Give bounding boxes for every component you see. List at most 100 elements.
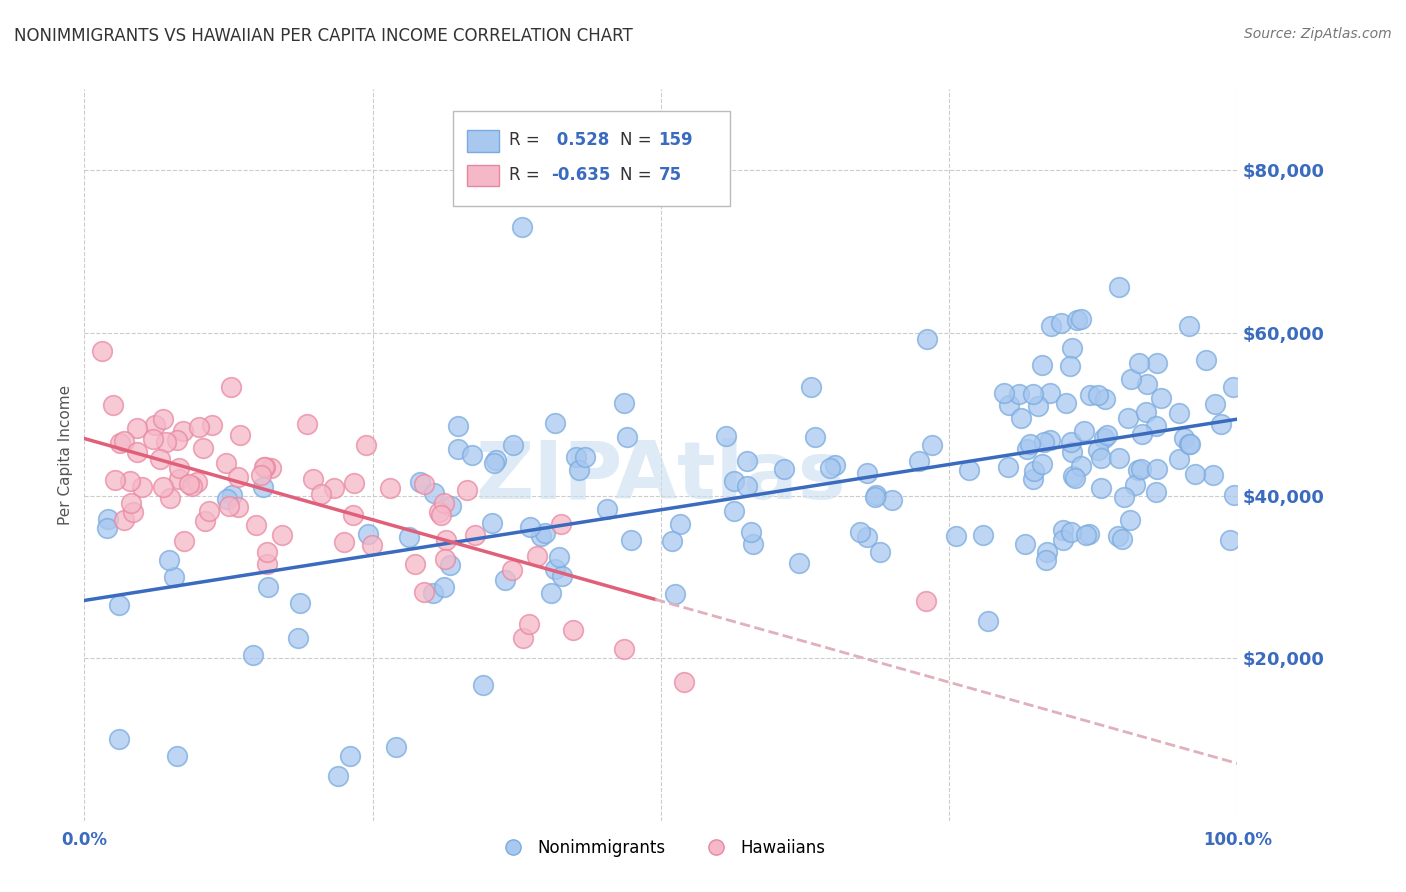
Point xyxy=(166,748,188,763)
Point xyxy=(412,476,434,491)
Point xyxy=(1080,388,1102,402)
Point xyxy=(172,424,194,438)
Point xyxy=(1054,396,1077,410)
Point xyxy=(1167,451,1189,466)
Point xyxy=(1060,434,1083,449)
Point xyxy=(1026,400,1049,414)
Point xyxy=(398,530,420,544)
Point xyxy=(1150,391,1173,405)
Point xyxy=(354,437,377,451)
FancyBboxPatch shape xyxy=(453,112,730,206)
Point xyxy=(339,748,361,763)
Point xyxy=(131,479,153,493)
Point xyxy=(1130,427,1153,442)
Point xyxy=(253,460,276,475)
Point xyxy=(551,569,574,583)
Point xyxy=(1024,464,1046,478)
FancyBboxPatch shape xyxy=(467,130,499,153)
Point xyxy=(915,594,938,608)
Point xyxy=(1219,533,1241,548)
Point xyxy=(1050,316,1073,330)
Point xyxy=(380,481,402,495)
Point xyxy=(215,491,238,506)
Point xyxy=(773,461,796,475)
Point xyxy=(326,769,349,783)
Point xyxy=(596,502,619,516)
Point xyxy=(1204,397,1226,411)
Point xyxy=(976,614,998,628)
Point xyxy=(201,417,224,432)
Point xyxy=(384,740,406,755)
Point xyxy=(96,512,118,526)
Point xyxy=(302,472,325,486)
Point xyxy=(1070,312,1092,326)
Point xyxy=(167,472,190,486)
Point xyxy=(1052,523,1074,537)
Point xyxy=(799,380,821,394)
Point xyxy=(544,416,567,430)
Point xyxy=(856,466,879,480)
Point xyxy=(108,598,131,612)
Point xyxy=(517,617,540,632)
Point xyxy=(1062,445,1084,459)
Point xyxy=(544,562,567,576)
Point xyxy=(413,585,436,599)
Point xyxy=(245,517,267,532)
Point xyxy=(481,516,503,530)
Point xyxy=(357,527,380,541)
Point xyxy=(1222,380,1244,394)
Point xyxy=(1135,405,1157,419)
Point xyxy=(101,398,124,412)
Point xyxy=(148,452,170,467)
Point xyxy=(257,580,280,594)
Point xyxy=(787,557,810,571)
Point xyxy=(921,438,943,452)
Point xyxy=(252,480,274,494)
FancyBboxPatch shape xyxy=(467,164,499,186)
Point xyxy=(501,563,523,577)
Point xyxy=(167,460,190,475)
Point xyxy=(1064,471,1087,485)
Point xyxy=(1010,411,1032,425)
Point xyxy=(409,475,432,490)
Point xyxy=(1060,524,1083,539)
Point xyxy=(187,420,209,434)
Point xyxy=(485,452,508,467)
Point xyxy=(1108,451,1130,466)
Point xyxy=(1087,443,1109,458)
Point xyxy=(1087,388,1109,402)
Point xyxy=(427,505,450,519)
Point xyxy=(1108,279,1130,293)
Point xyxy=(1092,431,1115,445)
Y-axis label: Per Capita Income: Per Capita Income xyxy=(58,384,73,525)
Point xyxy=(152,480,174,494)
Point xyxy=(447,419,470,434)
Point xyxy=(1209,417,1232,432)
Point xyxy=(714,429,737,443)
Point xyxy=(287,631,309,645)
Point xyxy=(440,500,463,514)
Text: R =: R = xyxy=(509,131,544,149)
Point xyxy=(1059,359,1081,374)
Point xyxy=(1070,458,1092,473)
Point xyxy=(1035,545,1057,559)
Point xyxy=(430,508,453,522)
Point xyxy=(723,474,745,488)
Point xyxy=(482,456,505,470)
Point xyxy=(1123,477,1146,491)
Point xyxy=(96,521,118,535)
Point xyxy=(1077,526,1099,541)
Point xyxy=(112,513,135,527)
Point xyxy=(197,504,219,518)
Point xyxy=(242,648,264,663)
Point xyxy=(1112,490,1135,504)
Point xyxy=(519,520,541,534)
Point xyxy=(502,438,524,452)
Point xyxy=(1146,462,1168,476)
Point xyxy=(1167,406,1189,420)
Point xyxy=(993,385,1015,400)
Point xyxy=(1052,533,1074,547)
Point xyxy=(1136,376,1159,391)
Text: NONIMMIGRANTS VS HAWAIIAN PER CAPITA INCOME CORRELATION CHART: NONIMMIGRANTS VS HAWAIIAN PER CAPITA INC… xyxy=(14,27,633,45)
Point xyxy=(1073,424,1095,438)
